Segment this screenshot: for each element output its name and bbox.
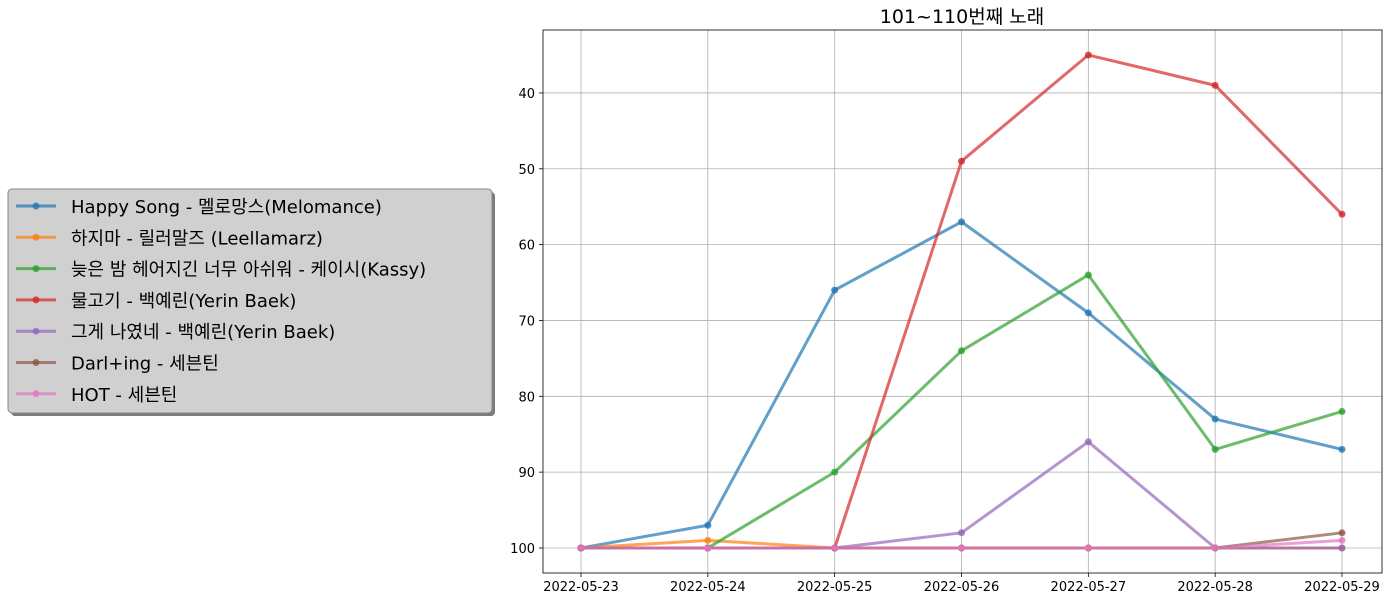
y-tick-label: 90 — [518, 466, 535, 481]
legend-label: 늦은 밤 헤어지긴 너무 아쉬워 - 케이시(Kassy) — [71, 260, 426, 281]
data-point — [704, 521, 712, 529]
series-7 — [577, 536, 1346, 552]
x-tick-label: 2022-05-26 — [924, 580, 1000, 595]
series-lines — [577, 51, 1346, 552]
data-point — [958, 529, 965, 537]
data-point — [1211, 544, 1219, 552]
legend-marker — [32, 327, 40, 335]
legend-item: 하지마 - 릴러말즈 (Leellamarz) — [16, 228, 323, 249]
y-tick-label: 100 — [510, 542, 535, 557]
data-point — [958, 157, 965, 165]
legend-marker — [32, 390, 40, 398]
legend-item: Happy Song - 멜로망스(Melomance) — [16, 197, 382, 218]
x-tick-label: 2022-05-28 — [1177, 580, 1253, 595]
legend-item: 그게 나였네 - 백예린(Yerin Baek) — [16, 322, 335, 343]
data-point — [1084, 544, 1092, 552]
legend-label: HOT - 세븐틴 — [71, 385, 177, 406]
legend-item: 물고기 - 백예린(Yerin Baek) — [16, 291, 296, 312]
data-point — [1338, 210, 1346, 218]
legend: Happy Song - 멜로망스(Melomance) 하지마 - 릴러말즈 (… — [7, 188, 495, 416]
y-tick-label: 50 — [518, 163, 535, 178]
grid — [543, 30, 1382, 573]
data-point — [1338, 445, 1346, 453]
y-tick-label: 60 — [518, 239, 535, 254]
legend-label: Happy Song - 멜로망스(Melomance) — [71, 197, 382, 218]
axes: 2022-05-23 2022-05-24 2022-05-25 2022-05-26… — [510, 29, 1383, 595]
data-point — [1084, 309, 1092, 317]
y-tick-label: 40 — [518, 87, 535, 102]
plot-frame — [542, 29, 1383, 574]
legend-marker — [32, 233, 40, 241]
x-tick-label: 2022-05-27 — [1051, 580, 1127, 595]
data-point — [831, 468, 839, 476]
data-point — [1211, 445, 1219, 453]
data-point — [1084, 51, 1092, 59]
data-point — [1338, 529, 1346, 537]
legend-marker — [32, 359, 40, 366]
data-point — [831, 286, 839, 294]
data-point — [831, 544, 839, 552]
y-tick-label: 80 — [518, 390, 535, 405]
data-point — [1084, 271, 1092, 279]
data-point — [577, 544, 585, 552]
data-point — [1338, 536, 1346, 544]
legend-box — [7, 188, 493, 414]
legend-marker — [32, 296, 40, 304]
data-point — [1211, 81, 1219, 89]
legend-item: 늦은 밤 헤어지긴 너무 아쉬워 - 케이시(Kassy) — [16, 260, 426, 281]
x-tick-label: 2022-05-25 — [797, 580, 873, 595]
data-point — [958, 347, 965, 355]
data-point — [1338, 407, 1346, 415]
legend-label: 하지마 - 릴러말즈 (Leellamarz) — [71, 228, 323, 249]
data-point — [704, 536, 712, 544]
legend-marker — [32, 202, 40, 210]
legend-label: Darl+ing - 세븐틴 — [71, 354, 219, 375]
chart-title: 101~110번째 노래 — [880, 6, 1044, 28]
data-point — [958, 218, 965, 226]
legend-marker — [32, 265, 40, 273]
x-tick-label: 2022-05-29 — [1304, 580, 1380, 595]
legend-item: HOT - 세븐틴 — [16, 385, 177, 406]
x-tick-label: 2022-05-24 — [670, 580, 746, 595]
legend-label: 그게 나였네 - 백예린(Yerin Baek) — [71, 322, 335, 343]
data-point — [958, 544, 965, 552]
data-point — [1084, 438, 1092, 446]
y-tick-label: 70 — [518, 314, 535, 329]
legend-item: Darl+ing - 세븐틴 — [16, 354, 219, 375]
legend-label: 물고기 - 백예린(Yerin Baek) — [71, 291, 296, 312]
data-point — [1211, 415, 1219, 423]
data-point — [1338, 544, 1346, 552]
x-tick-label: 2022-05-23 — [543, 580, 619, 595]
data-point — [704, 544, 712, 552]
